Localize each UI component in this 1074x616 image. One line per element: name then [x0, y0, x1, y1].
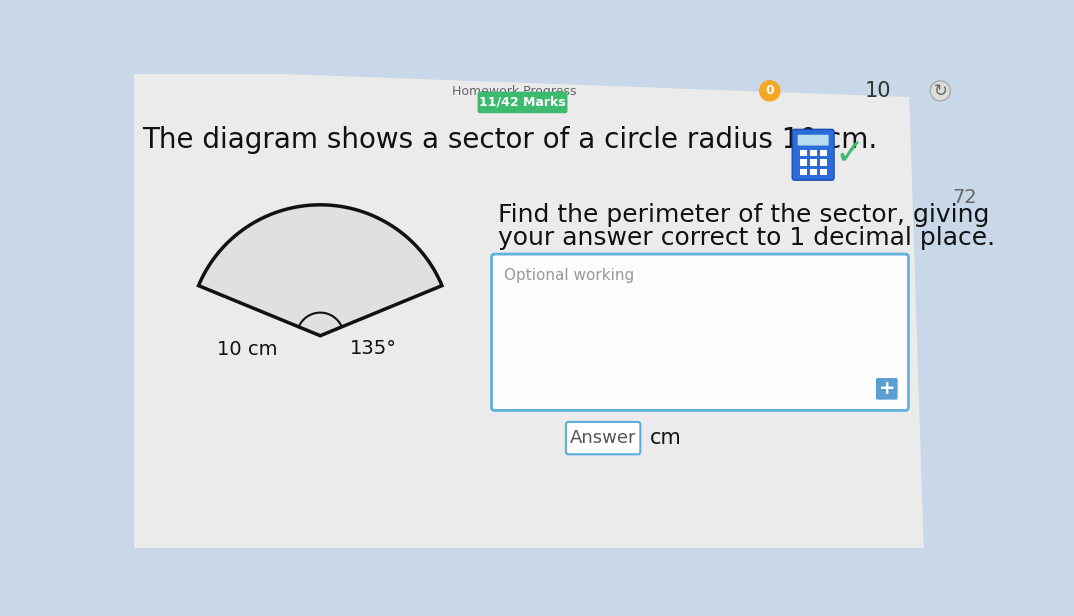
Text: 72: 72: [952, 188, 976, 207]
FancyBboxPatch shape: [876, 378, 898, 400]
Text: 0: 0: [766, 84, 774, 97]
Text: Homework Progress: Homework Progress: [452, 86, 577, 99]
Text: 10 cm: 10 cm: [217, 340, 277, 359]
Bar: [800, 150, 807, 156]
Polygon shape: [72, 66, 925, 582]
Text: Answer: Answer: [570, 429, 637, 447]
Text: ↻: ↻: [933, 82, 947, 100]
Bar: [821, 160, 827, 166]
Text: 10: 10: [865, 81, 891, 101]
Text: cm: cm: [650, 428, 681, 448]
Polygon shape: [199, 205, 442, 336]
Bar: [821, 150, 827, 156]
Text: 135°: 135°: [350, 339, 396, 357]
FancyBboxPatch shape: [478, 92, 567, 113]
Bar: [810, 150, 817, 156]
Text: Optional working: Optional working: [504, 268, 634, 283]
FancyBboxPatch shape: [798, 135, 829, 145]
FancyBboxPatch shape: [492, 254, 909, 410]
Text: ✓: ✓: [834, 138, 865, 172]
Bar: [810, 160, 817, 166]
Text: Find the perimeter of the sector, giving: Find the perimeter of the sector, giving: [498, 203, 990, 227]
Bar: [800, 160, 807, 166]
Text: your answer correct to 1 decimal place.: your answer correct to 1 decimal place.: [498, 226, 996, 250]
Text: +: +: [879, 379, 895, 399]
Bar: [810, 169, 817, 175]
Text: 11/42 Marks: 11/42 Marks: [479, 96, 566, 109]
Circle shape: [759, 81, 780, 101]
Bar: [800, 169, 807, 175]
FancyBboxPatch shape: [566, 422, 640, 455]
Circle shape: [930, 81, 950, 101]
Bar: [821, 169, 827, 175]
FancyBboxPatch shape: [793, 129, 834, 180]
Text: The diagram shows a sector of a circle radius 10 cm.: The diagram shows a sector of a circle r…: [142, 126, 877, 154]
